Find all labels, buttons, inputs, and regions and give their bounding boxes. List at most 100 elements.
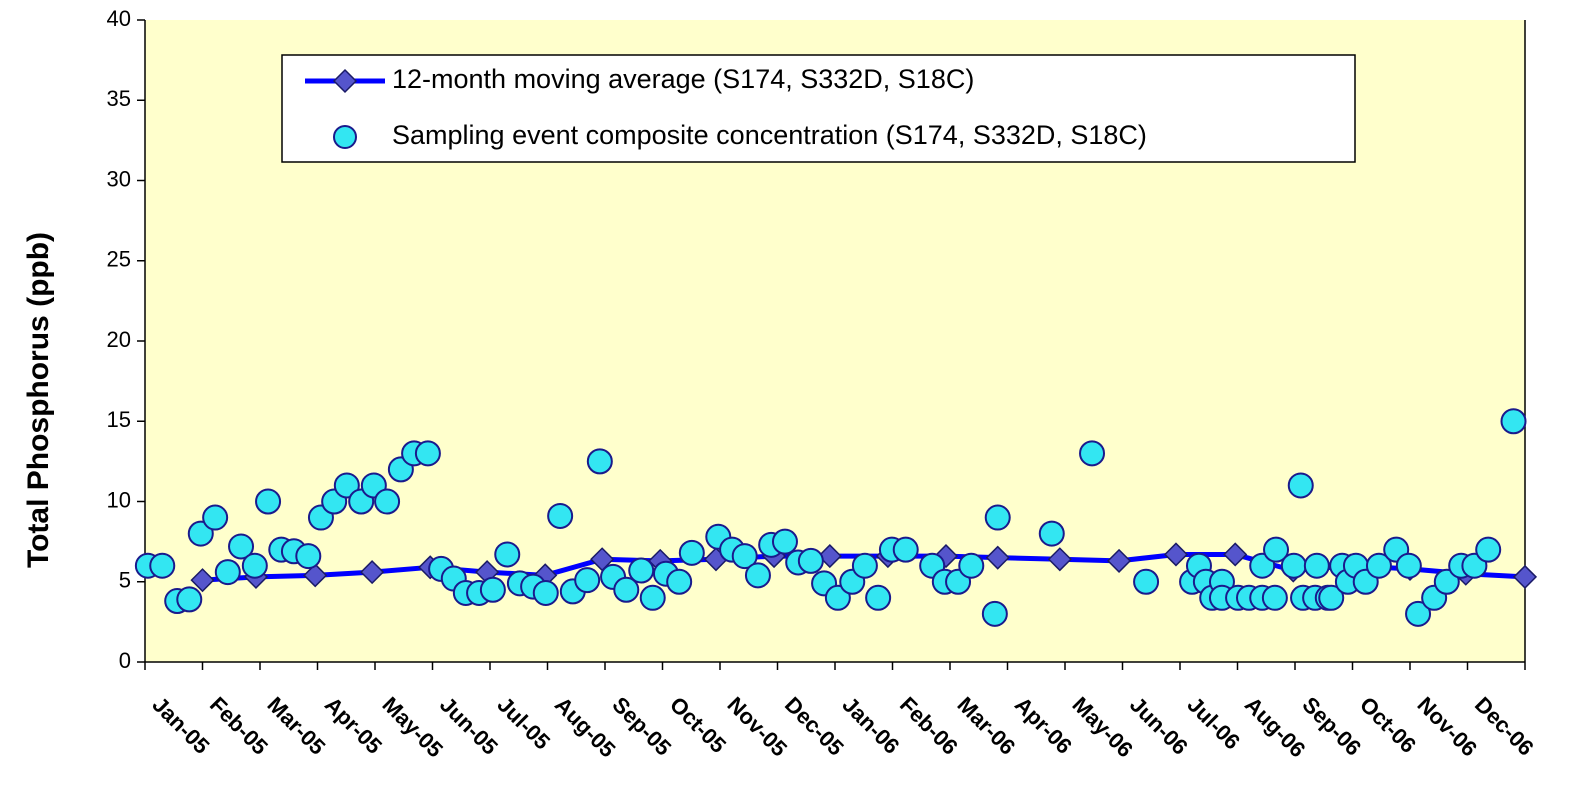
scatter-point (1133, 568, 1160, 595)
scatter-point (479, 576, 506, 603)
line-marker (1512, 564, 1538, 589)
scatter-point (1303, 552, 1330, 579)
scatter-point (574, 567, 601, 594)
scatter-point (149, 552, 176, 579)
x-tick-label: May-05 (377, 692, 447, 762)
x-tick-label: Dec-06 (1470, 692, 1539, 761)
scatter-point (639, 584, 666, 611)
x-tick-label: Nov-06 (1412, 692, 1482, 762)
scatter-point (1263, 536, 1290, 563)
scatter-point (532, 579, 559, 606)
x-tick-label: Aug-06 (1240, 692, 1310, 762)
scatter-point (824, 584, 851, 611)
scatter-point (374, 488, 401, 515)
x-tick-label: Mar-05 (262, 692, 330, 760)
scatter-point (1365, 552, 1392, 579)
x-tick-label: Aug-05 (550, 692, 620, 762)
scatter-point (678, 539, 705, 566)
y-tick-label: 20 (107, 327, 131, 352)
scatter-point (176, 586, 203, 613)
scatter-point (214, 559, 241, 586)
x-tick-label: Feb-05 (205, 692, 273, 760)
scatter-point (1395, 552, 1422, 579)
scatter-point (851, 552, 878, 579)
scatter-point (255, 488, 282, 515)
scatter-point (494, 541, 521, 568)
scatter-point (1405, 600, 1432, 627)
scatter-point (666, 568, 693, 595)
line-marker (1047, 547, 1072, 572)
scatter-point (1500, 408, 1527, 435)
scatter-point (1261, 584, 1288, 611)
scatter-point (731, 543, 758, 570)
line-marker (360, 560, 385, 585)
scatter-point (1318, 584, 1345, 611)
scatter-point (628, 557, 655, 584)
line-marker (190, 568, 215, 593)
legend-box (281, 54, 1356, 163)
x-tick-label: Jul-06 (1182, 692, 1245, 755)
line-marker (1106, 548, 1132, 573)
x-tick-label: Mar-06 (952, 692, 1020, 760)
scatter-point (958, 552, 985, 579)
scatter-point (295, 543, 322, 570)
x-tick-label: Sep-05 (607, 692, 676, 761)
scatter-point (202, 504, 229, 531)
legend-marker (333, 125, 357, 149)
scatter-point (984, 504, 1011, 531)
line-marker (985, 545, 1010, 570)
scatter-point (1433, 568, 1460, 595)
y-tick-label: 5 (119, 568, 131, 593)
x-tick-label: Apr-06 (1010, 692, 1077, 759)
y-tick-label: 10 (107, 487, 131, 512)
legend-marker (332, 68, 358, 94)
scatter-point (1280, 552, 1307, 579)
y-tick-label: 15 (107, 407, 131, 432)
y-tick-label: 30 (107, 166, 131, 191)
x-tick-label: Jun-06 (1125, 692, 1193, 760)
y-axis-title: Total Phosphorus (ppb) (22, 232, 55, 568)
x-tick-label: Feb-06 (895, 692, 963, 760)
scatter-point (981, 600, 1008, 627)
legend: 12-month moving average (S174, S332D, S1… (281, 54, 1356, 163)
x-tick-label: Oct-05 (665, 692, 731, 758)
legend-label: Sampling event composite concentration (… (392, 120, 1147, 150)
scatter-point (744, 562, 771, 589)
x-tick-label: May-06 (1067, 692, 1137, 762)
x-tick-label: Sep-06 (1297, 692, 1366, 761)
x-tick-label: Nov-05 (722, 692, 792, 762)
y-tick-label: 35 (107, 86, 131, 111)
x-tick-label: Jan-05 (147, 692, 214, 759)
scatter-point (1038, 520, 1065, 547)
scatter-point (228, 533, 255, 560)
line-marker (1223, 542, 1248, 567)
scatter-point (865, 584, 892, 611)
line-marker (1163, 542, 1189, 567)
x-tick-label: Jun-05 (435, 692, 503, 760)
scatter-point (797, 547, 824, 574)
y-tick-label: 25 (107, 247, 131, 272)
x-tick-label: Jan-06 (837, 692, 904, 759)
scatter-point (333, 472, 360, 499)
y-tick-label: 0 (119, 648, 131, 673)
scatter-point (1079, 440, 1106, 467)
scatter-point (892, 536, 919, 563)
scatter-point (241, 552, 268, 579)
scatter-point (771, 528, 798, 555)
x-tick-label: Apr-05 (320, 692, 387, 759)
line-marker (303, 563, 328, 588)
scatter-point (187, 520, 214, 547)
x-tick-label: Oct-06 (1355, 692, 1421, 758)
scatter-point (1287, 472, 1314, 499)
scatter-point (613, 576, 640, 603)
legend-label: 12-month moving average (S174, S332D, S1… (392, 64, 974, 94)
x-tick-label: Jul-05 (492, 692, 555, 755)
scatter-point (1475, 536, 1502, 563)
y-tick-label: 40 (107, 6, 131, 31)
scatter-point (547, 502, 574, 529)
scatter-point (414, 440, 441, 467)
line-marker (817, 544, 842, 569)
scatter-point (586, 448, 613, 475)
x-tick-label: Dec-05 (780, 692, 849, 761)
